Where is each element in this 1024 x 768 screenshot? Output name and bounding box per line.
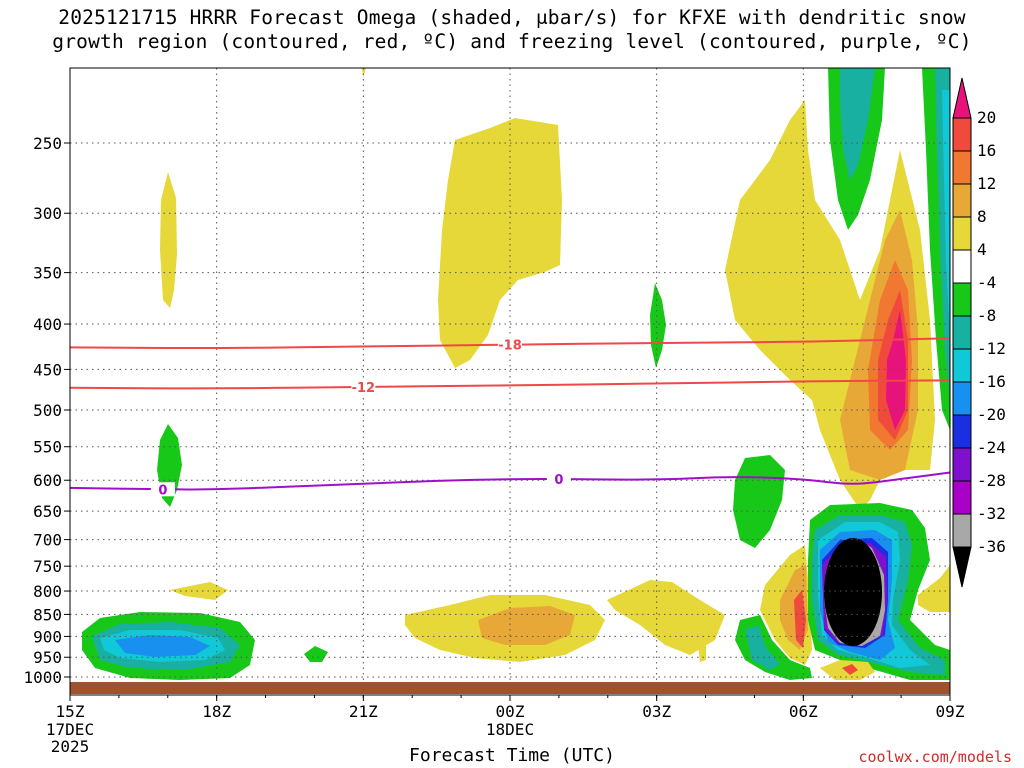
omega-shade-teal-upper-right [840, 68, 875, 180]
colorbar-segment [952, 183, 972, 218]
colorbar-segment [952, 282, 972, 317]
omega-shade-yellow-low-0300 [607, 580, 725, 655]
colorbar-segment [952, 381, 972, 416]
chart-title: 2025121715 HRRR Forecast Omega (shaded, … [0, 6, 1024, 54]
omega-shade-red-low-right [794, 590, 806, 648]
y-tick-label: 300 [33, 204, 62, 223]
omega-shade-red-near-surface [842, 664, 858, 675]
contour-label-freezing-level: 0 [158, 483, 167, 498]
omega-shade-yellow-upper-center [438, 118, 562, 368]
omega-shade-green-low-2000 [304, 646, 328, 662]
y-tick-label: 700 [33, 531, 62, 550]
omega-shade-yellow-upper-left [160, 172, 177, 308]
contour-dendritic-lower [69, 379, 951, 390]
colorbar-segment [952, 348, 972, 383]
colorbar-label: 8 [977, 207, 987, 226]
y-tick-label: 600 [33, 471, 62, 490]
y-tick-label: 400 [33, 315, 62, 334]
omega-shade-green-0250 [650, 283, 666, 368]
colorbar-label: -4 [977, 273, 996, 292]
y-tick-label: 1000 [23, 668, 62, 687]
colorbar-label: 16 [977, 141, 996, 160]
colorbar-label: 20 [977, 108, 996, 127]
colorbar-bottom-arrow [952, 546, 972, 588]
colorbar-segment [952, 150, 972, 185]
contours: -18 -12 0 0 [69, 337, 951, 498]
colorbar-label: -32 [977, 504, 1006, 523]
y-tick-label: 500 [33, 401, 62, 420]
colorbar-label: -24 [977, 438, 1006, 457]
x-tick-label: 03Z [642, 702, 671, 721]
colorbar-label: -12 [977, 339, 1006, 358]
grid-lines [70, 68, 950, 695]
colorbar-label: -16 [977, 372, 1006, 391]
colorbar-label: -20 [977, 405, 1006, 424]
x-tick-label: 06Z [789, 702, 818, 721]
colorbar-label: 12 [977, 174, 996, 193]
title-line-2: growth region (contoured, red, ºC) and f… [52, 30, 972, 53]
colorbar-segment [952, 513, 972, 548]
colorbar-segment [952, 414, 972, 449]
contour-freezing-level [69, 471, 951, 491]
colorbar-segment [952, 249, 972, 284]
contour-label-dendritic-lower: -12 [352, 381, 376, 396]
y-tick-label: 550 [33, 438, 62, 457]
omega-shade-blue-low-left [115, 635, 210, 657]
y-tick-label: 850 [33, 605, 62, 624]
title-line-1: 2025121715 HRRR Forecast Omega (shaded, … [58, 6, 966, 29]
x-tick-sublabel: 18DEC [486, 720, 534, 739]
x-axis-label: Forecast Time (UTC) [409, 745, 615, 766]
contour-label-dendritic-upper: -18 [498, 339, 522, 354]
y-tick-label: 950 [33, 648, 62, 667]
omega-shade-teal-low-right-a [745, 625, 780, 670]
omega-shade-yellow-upper-mid [362, 68, 366, 78]
y-tick-label: 900 [33, 627, 62, 646]
contour-label-bg [546, 471, 571, 486]
y-tick-label: 350 [33, 264, 62, 283]
colorbar-segment [952, 480, 972, 515]
colorbar-segment [952, 216, 972, 251]
y-tick-label: 650 [33, 502, 62, 521]
x-tick-label: 00Z [496, 702, 525, 721]
omega-shade-orange-low-center [478, 606, 575, 645]
omega-shade-yellow-1830-800 [170, 582, 228, 600]
colorbar-label: -28 [977, 471, 1006, 490]
y-tick-label: 250 [33, 134, 62, 153]
x-tick-label: 09Z [936, 702, 965, 721]
contour-dendritic-upper [69, 337, 951, 350]
colorbar-label: -36 [977, 537, 1006, 556]
ground-strip [70, 682, 950, 694]
x-tick-sublabel: 17DEC [46, 720, 94, 739]
omega-shade-black-core [824, 538, 882, 646]
colorbar-segment [952, 117, 972, 152]
omega-shade-cyan-far-right [942, 90, 950, 340]
colorbar-label: -8 [977, 306, 996, 325]
colorbar: 20 16 12 8 4 -4 -8 -12 -16 -20 -24 -28 -32 -36 [952, 77, 1006, 588]
y-tick-label: 750 [33, 557, 62, 576]
y-tick-label: 450 [33, 360, 62, 379]
y-tick-label: 800 [33, 582, 62, 601]
contour-label-bg [150, 482, 175, 497]
y-axis: 250 300 350 400 450 500 550 600 650 700 750 800 850 9… [23, 134, 70, 687]
x-tick-sublabel: 2025 [51, 737, 90, 756]
omega-shade-yellow-low-0400 [698, 640, 706, 662]
x-tick-label: 18Z [202, 702, 231, 721]
contour-label-bg [351, 379, 376, 394]
contour-label-freezing-level: 0 [554, 473, 563, 488]
omega-shade-yellow-low-far-right [918, 565, 950, 612]
contour-label-bg [498, 337, 522, 352]
colorbar-segment [952, 315, 972, 350]
colorbar-segment [952, 447, 972, 482]
x-tick-label: 15Z [56, 702, 85, 721]
x-tick-label: 21Z [349, 702, 378, 721]
colorbar-top-arrow [952, 77, 972, 119]
colorbar-label: 4 [977, 240, 987, 259]
credit-text: coolwx.com/models [858, 748, 1012, 766]
